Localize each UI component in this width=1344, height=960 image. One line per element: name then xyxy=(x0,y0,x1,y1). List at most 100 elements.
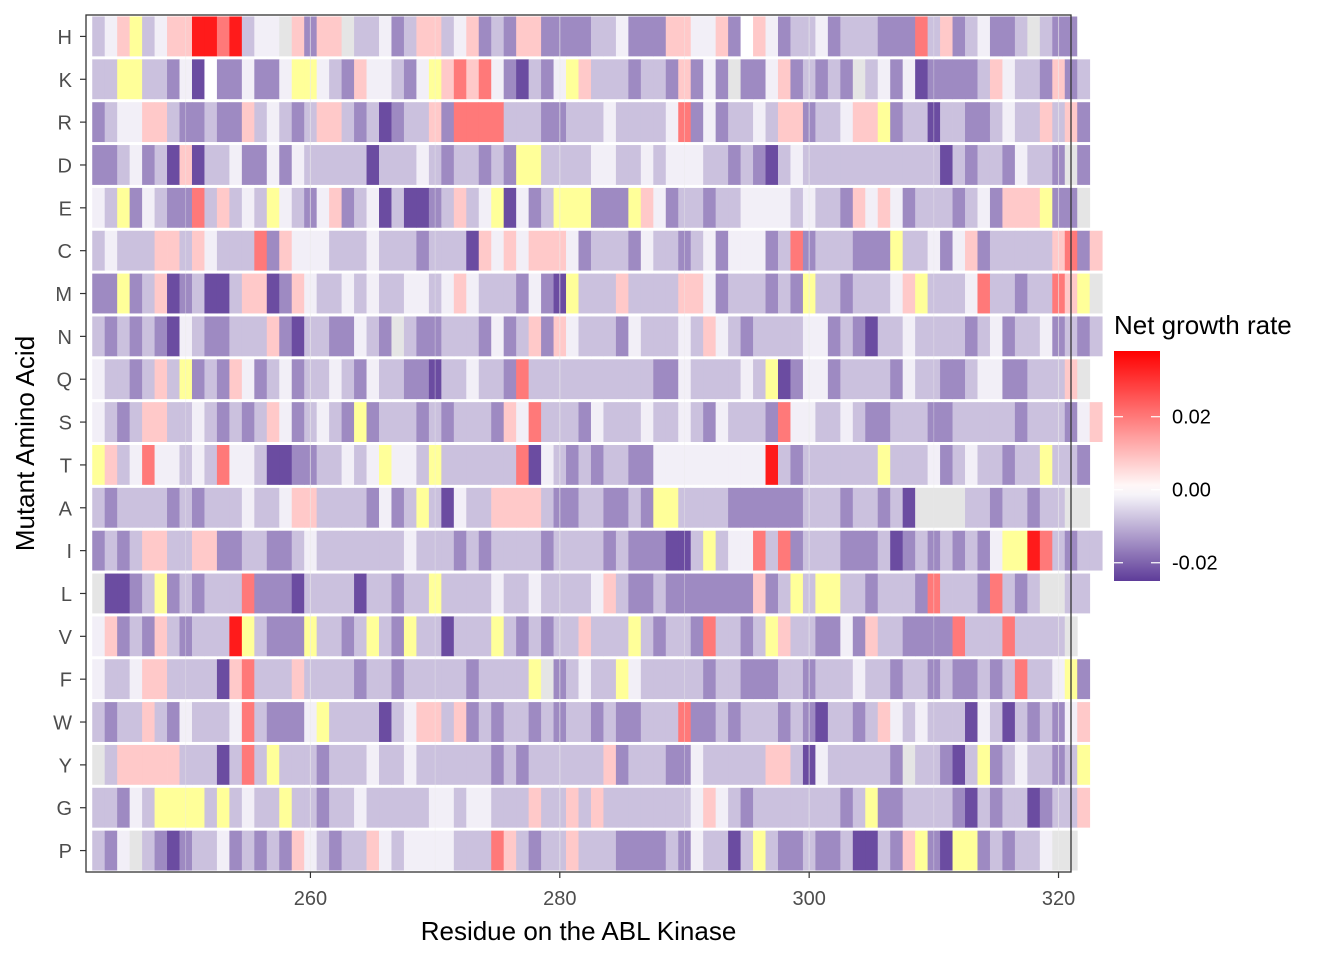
legend-tick-label: 0.00 xyxy=(1172,480,1211,502)
heatmap-cell xyxy=(204,830,218,871)
heatmap-cell xyxy=(1014,573,1028,614)
heatmap-cell xyxy=(827,616,841,657)
heatmap-cell xyxy=(977,59,991,100)
heatmap-cell xyxy=(1039,702,1053,742)
heatmap-cell xyxy=(516,787,530,828)
heatmap-cell xyxy=(92,359,106,400)
heatmap-cell xyxy=(578,744,592,785)
heatmap-cell xyxy=(1002,830,1016,871)
heatmap-cell xyxy=(416,830,430,871)
heatmap-cell xyxy=(1014,230,1028,271)
heatmap-cell xyxy=(528,359,542,400)
heatmap-cell xyxy=(129,187,143,228)
heatmap-cell xyxy=(142,659,155,700)
heatmap-cell xyxy=(266,230,280,271)
heatmap-cell xyxy=(92,830,106,871)
heatmap-cell xyxy=(229,487,243,528)
heatmap-cell xyxy=(204,744,218,785)
heatmap-cell xyxy=(665,16,679,57)
y-tick-label: N xyxy=(58,327,72,349)
heatmap-cell xyxy=(241,702,255,742)
heatmap-cell xyxy=(291,659,305,700)
heatmap-cell xyxy=(191,530,205,571)
heatmap-cell xyxy=(1039,187,1053,228)
heatmap-cell xyxy=(628,830,642,871)
heatmap-cell xyxy=(753,744,766,785)
heatmap-cell xyxy=(640,744,654,785)
heatmap-cell xyxy=(877,445,891,485)
heatmap-cell xyxy=(940,487,953,528)
heatmap-cell xyxy=(753,145,766,185)
heatmap-cell xyxy=(827,102,841,143)
heatmap-cell xyxy=(790,273,804,314)
heatmap-cell xyxy=(740,659,754,700)
heatmap-cell xyxy=(852,445,866,485)
heatmap-cell xyxy=(578,359,592,400)
heatmap-cell xyxy=(491,273,505,314)
heatmap-cell xyxy=(541,230,554,271)
heatmap-cell xyxy=(1002,273,1016,314)
heatmap-cell xyxy=(191,187,205,228)
heatmap-cell xyxy=(902,787,916,828)
heatmap-cell xyxy=(104,273,118,314)
heatmap-cell xyxy=(628,16,642,57)
heatmap-cell xyxy=(653,16,667,57)
heatmap-cell xyxy=(416,487,430,528)
heatmap-cell xyxy=(516,530,530,571)
heatmap-cell xyxy=(578,59,592,100)
heatmap-cell xyxy=(728,659,741,700)
heatmap-cell xyxy=(715,59,729,100)
heatmap-cell xyxy=(703,230,717,271)
heatmap-cell xyxy=(690,16,704,57)
heatmap-cell xyxy=(403,102,417,143)
heatmap-cell xyxy=(615,402,629,442)
heatmap-cell xyxy=(117,273,131,314)
heatmap-cell xyxy=(104,530,118,571)
heatmap-cell xyxy=(1002,230,1016,271)
heatmap-cell xyxy=(441,273,455,314)
heatmap-cell xyxy=(603,230,617,271)
heatmap-cell xyxy=(578,573,592,614)
heatmap-cell xyxy=(167,530,180,571)
heatmap-cell xyxy=(167,16,180,57)
heatmap-cell xyxy=(915,573,929,614)
heatmap-cell xyxy=(653,187,667,228)
heatmap-cell xyxy=(391,702,405,742)
heatmap-cell xyxy=(590,187,604,228)
heatmap-cell xyxy=(366,187,380,228)
heatmap-cell xyxy=(1039,145,1053,185)
heatmap-cell xyxy=(254,530,268,571)
heatmap-cell xyxy=(777,702,791,742)
heatmap-cell xyxy=(965,187,978,228)
heatmap-cell xyxy=(316,487,330,528)
heatmap-cell xyxy=(453,487,467,528)
heatmap-cell xyxy=(92,787,106,828)
heatmap-cell xyxy=(777,487,791,528)
heatmap-cell xyxy=(965,16,978,57)
heatmap-cell xyxy=(92,659,106,700)
heatmap-cell xyxy=(653,59,667,100)
heatmap-cell xyxy=(291,230,305,271)
heatmap-cell xyxy=(416,744,430,785)
heatmap-cell xyxy=(815,702,829,742)
heatmap-cell xyxy=(341,487,355,528)
heatmap-cell xyxy=(204,487,218,528)
heatmap-cell xyxy=(952,573,966,614)
y-tick-label: E xyxy=(59,198,72,220)
heatmap-cell xyxy=(279,445,293,485)
heatmap-cell xyxy=(541,830,554,871)
heatmap-cell xyxy=(827,530,841,571)
heatmap-cell xyxy=(865,830,879,871)
heatmap-cell xyxy=(940,187,953,228)
heatmap-cell xyxy=(516,659,530,700)
heatmap-cell xyxy=(216,359,230,400)
heatmap-cell xyxy=(291,273,305,314)
heatmap-cell xyxy=(690,102,704,143)
heatmap-cell xyxy=(578,702,592,742)
heatmap-cell xyxy=(541,59,554,100)
heatmap-cell xyxy=(1077,487,1091,528)
heatmap-cell xyxy=(416,230,430,271)
heatmap-cell xyxy=(715,16,729,57)
heatmap-cell xyxy=(266,359,280,400)
heatmap-cell xyxy=(503,273,517,314)
